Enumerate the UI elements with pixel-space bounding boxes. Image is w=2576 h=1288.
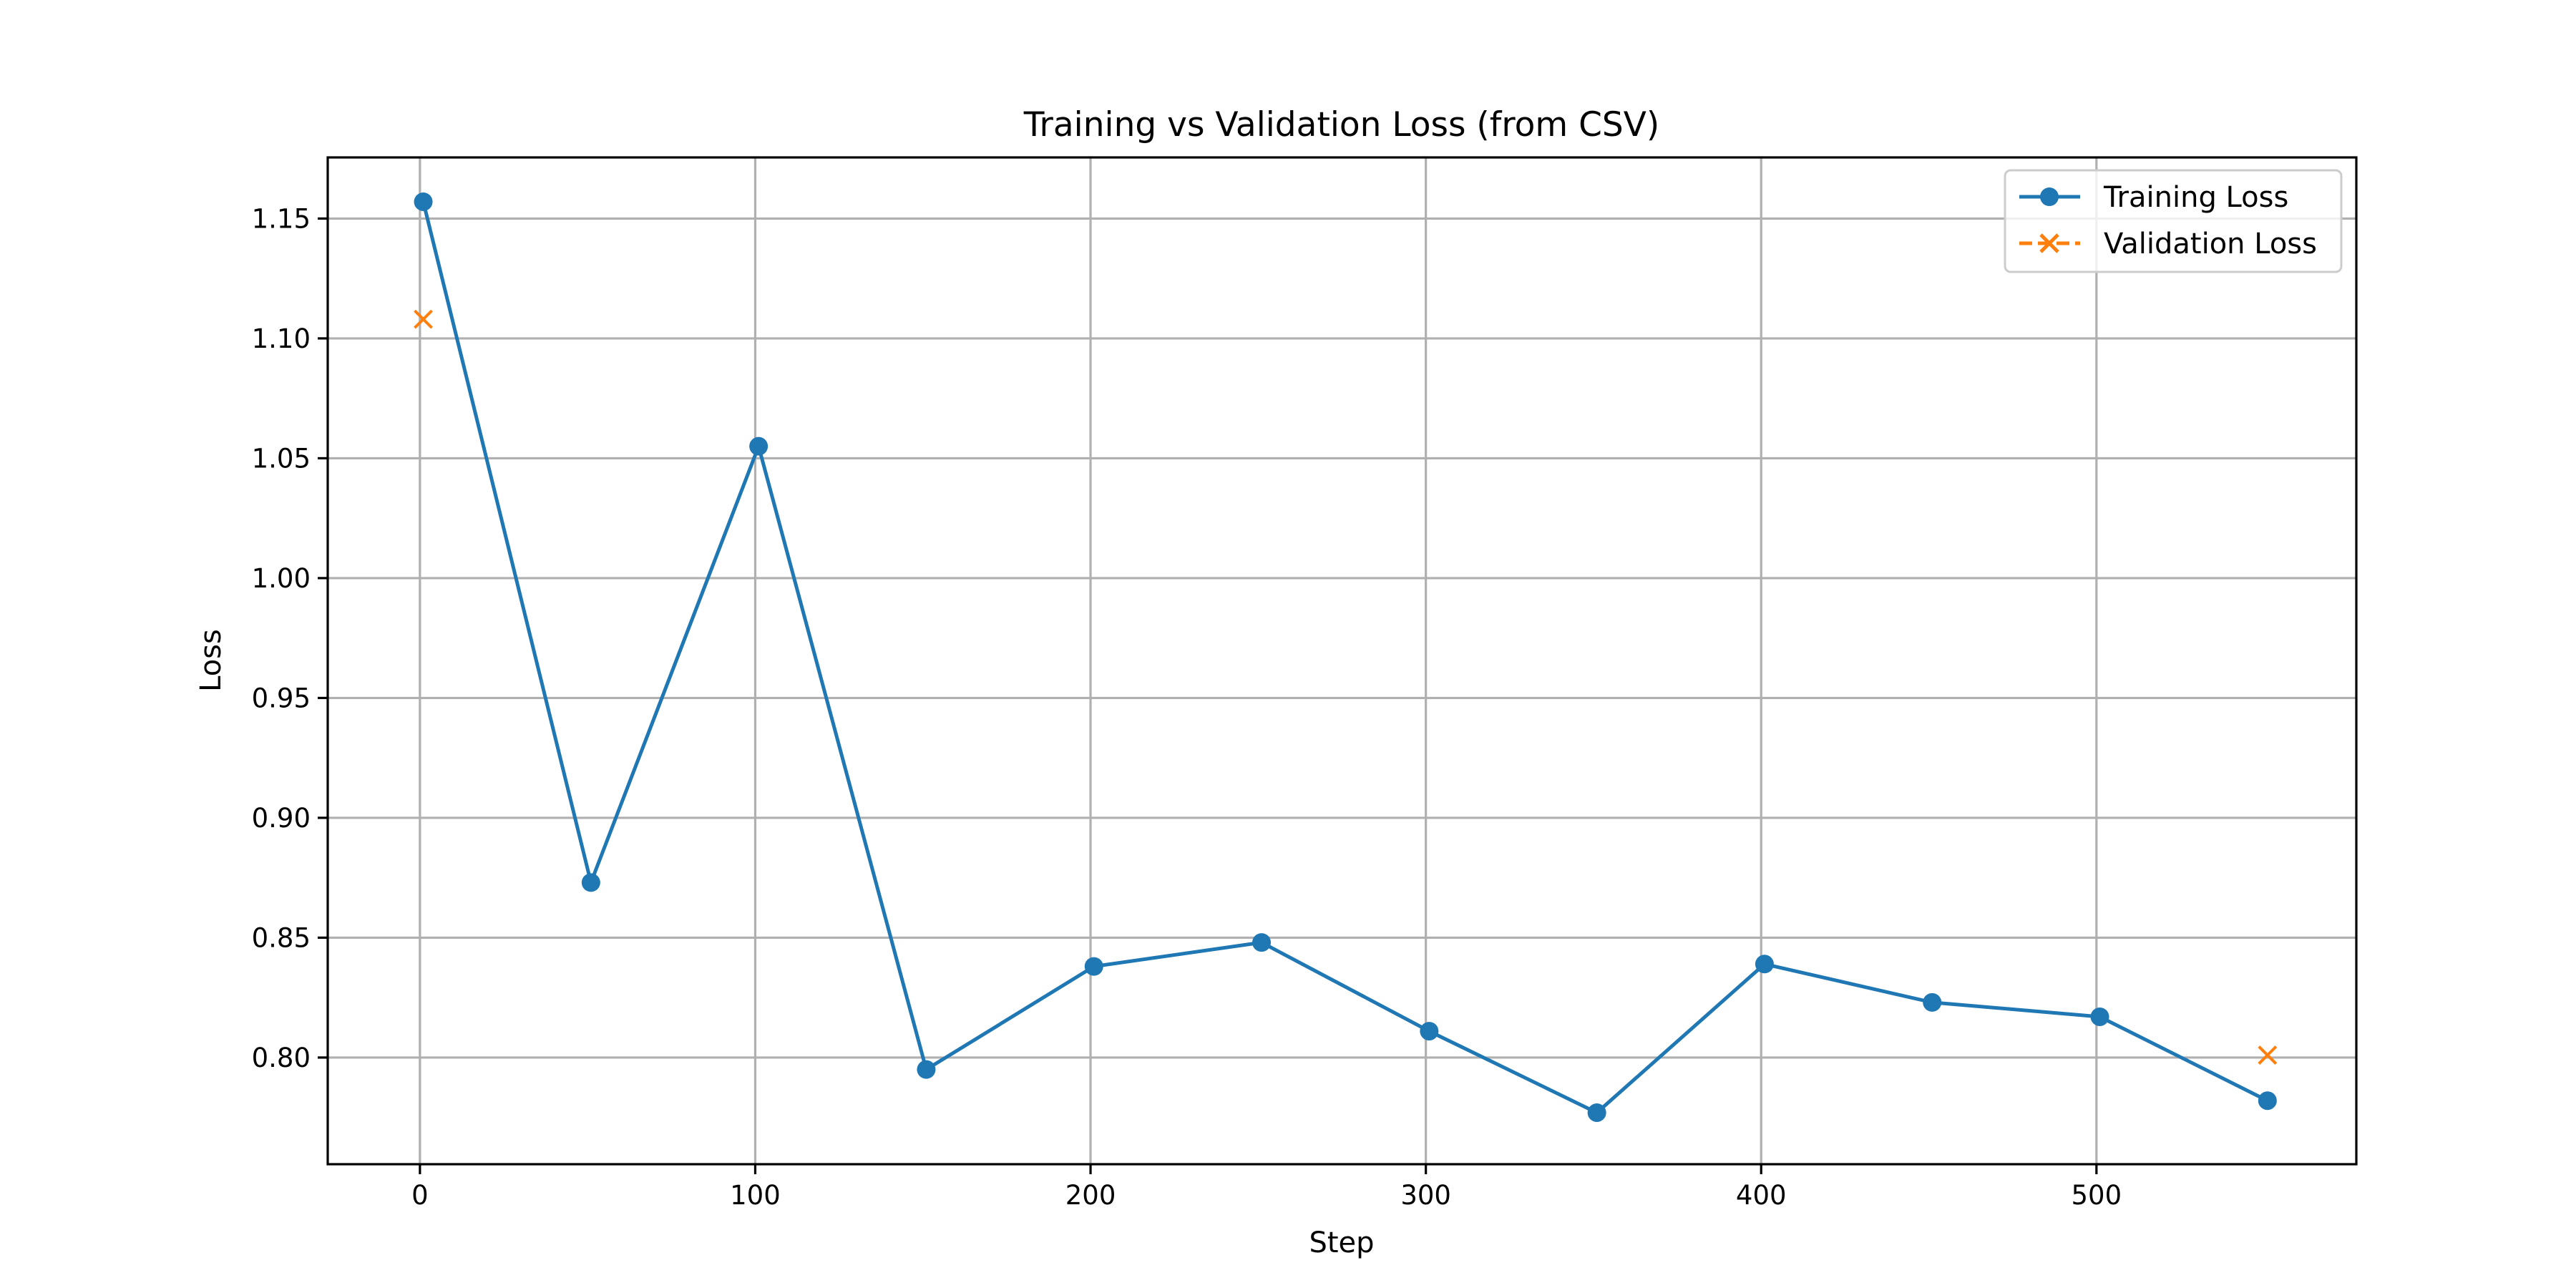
y-tick-label: 1.15 — [252, 203, 311, 234]
data-point-training-loss — [582, 873, 600, 892]
y-tick-label: 0.90 — [252, 803, 311, 834]
y-axis-label: Loss — [195, 629, 228, 692]
data-point-training-loss — [2258, 1091, 2277, 1110]
data-point-training-loss — [1923, 993, 1941, 1012]
x-tick-label: 200 — [1065, 1180, 1116, 1211]
data-point-training-loss — [1420, 1022, 1438, 1040]
x-tick-label: 500 — [2072, 1180, 2122, 1211]
data-point-training-loss — [2091, 1008, 2109, 1026]
y-tick-label: 0.80 — [252, 1043, 311, 1073]
data-point-training-loss — [1755, 955, 1774, 973]
legend-label-training-loss: Training Loss — [2103, 181, 2288, 214]
chart-title: Training vs Validation Loss (from CSV) — [1023, 105, 1659, 145]
x-tick-label: 0 — [411, 1180, 429, 1211]
data-point-training-loss — [1085, 957, 1103, 976]
data-point-training-loss — [1588, 1103, 1606, 1122]
legend: Training Loss Validation Loss — [2005, 170, 2341, 272]
data-point-training-loss — [917, 1060, 935, 1079]
x-tick-label: 300 — [1400, 1180, 1451, 1211]
x-tick-label: 400 — [1736, 1180, 1787, 1211]
legend-marker-training-loss — [2040, 187, 2059, 206]
y-tick-label: 0.85 — [252, 922, 311, 953]
data-point-training-loss — [749, 437, 768, 456]
legend-label-validation-loss: Validation Loss — [2104, 228, 2317, 260]
data-point-training-loss — [414, 192, 433, 211]
y-tick-label: 1.00 — [252, 563, 311, 594]
x-tick-label: 100 — [730, 1180, 781, 1211]
data-point-training-loss — [1252, 933, 1271, 952]
x-axis-label: Step — [1309, 1226, 1374, 1259]
y-tick-label: 1.05 — [252, 443, 311, 474]
y-tick-label: 0.95 — [252, 683, 311, 713]
y-tick-label: 1.10 — [252, 323, 311, 354]
